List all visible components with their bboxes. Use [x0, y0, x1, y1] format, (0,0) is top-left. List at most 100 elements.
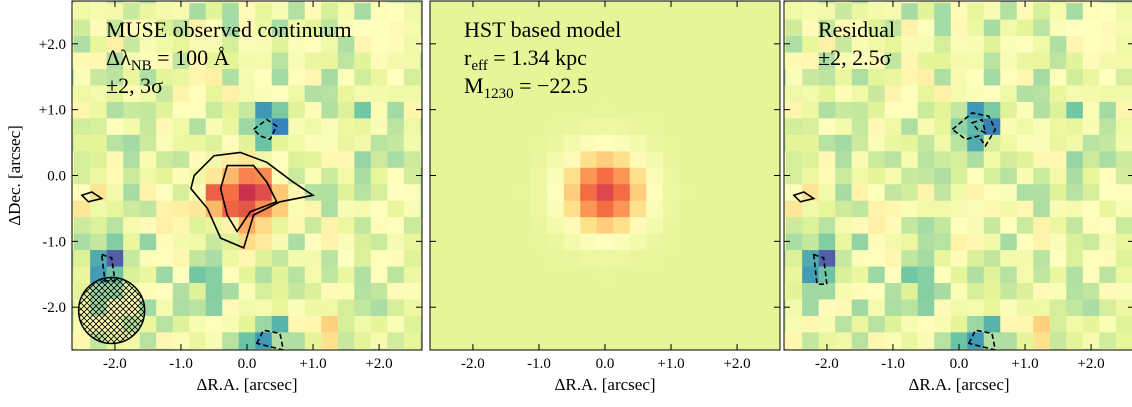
pixel: [745, 167, 763, 185]
pixel: [580, 35, 598, 53]
pixel: [304, 117, 322, 135]
pixel: [835, 266, 853, 284]
pixel: [646, 134, 664, 152]
pixel: [1099, 19, 1117, 37]
pixel: [1082, 35, 1100, 53]
contour: [967, 329, 997, 350]
pixel: [695, 233, 713, 251]
pixel: [420, 19, 422, 37]
pixel: [835, 315, 853, 333]
pixel: [868, 233, 886, 251]
pixel: [73, 52, 91, 69]
pixel: [547, 134, 565, 152]
pixel: [629, 1, 647, 4]
pixel: [271, 216, 289, 234]
pixel: [613, 200, 631, 218]
pixel: [238, 101, 256, 119]
pixel: [547, 331, 565, 349]
pixel: [1000, 19, 1018, 37]
pixel: [917, 2, 935, 20]
pixel: [481, 167, 499, 185]
pixel: [1033, 282, 1051, 300]
pixel: [580, 150, 598, 168]
pixel: [1000, 315, 1018, 333]
pixel: [238, 35, 256, 53]
pixel: [497, 2, 515, 20]
pixel: [547, 84, 565, 102]
pixel: [1099, 101, 1117, 119]
pixel: [785, 84, 803, 102]
pixel: [745, 233, 763, 251]
pixel: [238, 19, 256, 37]
pixel: [851, 35, 869, 53]
pixel: [222, 1, 240, 4]
pixel: [745, 101, 763, 119]
pixel: [613, 167, 631, 185]
pixel: [370, 52, 388, 69]
panel: -2.0 -1.0 0.0 +1.0 +2.0-2.0-1.00.0+1.0+2.0ΔR…: [5, 0, 423, 394]
pixel: [728, 150, 746, 168]
pixel: [868, 2, 886, 20]
pixel: [950, 2, 968, 20]
pixel: [255, 282, 273, 300]
pixel: [271, 183, 289, 201]
pixel: [679, 19, 697, 37]
pixel: [784, 19, 787, 37]
pixel: [431, 117, 449, 135]
pixel: [1082, 315, 1100, 333]
pixel: [728, 117, 746, 135]
pixel: [448, 84, 466, 102]
pixel: [464, 331, 482, 349]
x-tick-label: +1.0: [1011, 356, 1038, 372]
pixel: [785, 68, 803, 86]
pixel: [514, 298, 532, 316]
pixel: [884, 84, 902, 102]
pixel: [90, 348, 108, 350]
pixel: [1049, 200, 1067, 218]
pixel: [934, 348, 952, 350]
pixel: [123, 216, 141, 234]
pixel: [205, 282, 223, 300]
pixel: [967, 348, 985, 350]
pixel: [983, 331, 1001, 349]
pixel: [596, 101, 614, 119]
pixel: [321, 200, 339, 218]
contour: [255, 329, 285, 350]
pixel: [304, 101, 322, 119]
pixel: [662, 19, 680, 37]
pixel: [629, 101, 647, 119]
pixel: [712, 216, 730, 234]
pixel: [950, 249, 968, 267]
pixel: [884, 315, 902, 333]
pixel: [629, 216, 647, 234]
pixel: [629, 84, 647, 102]
pixel: [431, 52, 449, 69]
pixel: [983, 315, 1001, 333]
pixel: [271, 167, 289, 185]
pixel: [778, 117, 780, 135]
pixel: [271, 315, 289, 333]
pixel: [761, 167, 779, 185]
pixel: [337, 315, 355, 333]
pixel: [1099, 117, 1117, 135]
pixel: [387, 35, 405, 53]
pixel: [271, 249, 289, 267]
pixel: [448, 282, 466, 300]
pixel: [354, 183, 372, 201]
pixel: [1049, 315, 1067, 333]
pixel: [662, 216, 680, 234]
pixel: [983, 35, 1001, 53]
pixel: [778, 200, 780, 218]
pixel: [337, 150, 355, 168]
pixel: [354, 216, 372, 234]
pixel: [464, 200, 482, 218]
pixel: [73, 19, 91, 37]
pixel: [156, 249, 174, 267]
pixel: [321, 68, 339, 86]
pixel: [464, 282, 482, 300]
pixel: [547, 68, 565, 86]
pixel: [530, 200, 548, 218]
pixel: [547, 167, 565, 185]
pixel: [530, 331, 548, 349]
pixel: [1000, 348, 1018, 350]
